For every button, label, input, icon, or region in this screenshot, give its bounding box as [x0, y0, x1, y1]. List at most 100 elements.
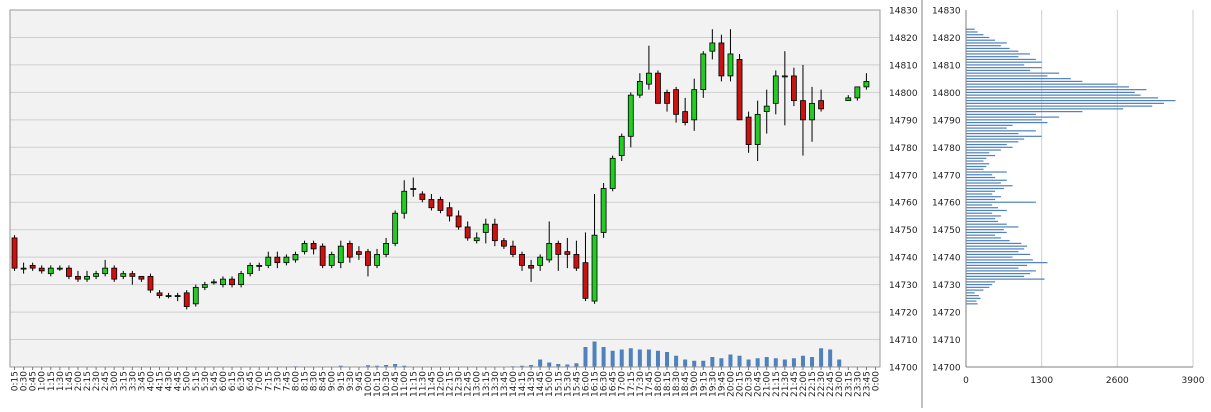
profile-bar — [966, 42, 1007, 44]
profile-bar — [966, 160, 984, 162]
candle-body — [727, 53, 734, 77]
profile-bar — [966, 231, 1007, 234]
price-tick-label: 14830 — [889, 7, 918, 17]
candle — [863, 73, 870, 90]
volume-bar — [755, 358, 760, 367]
candle-body — [11, 237, 18, 269]
time-tick-label: 0:00 — [871, 371, 881, 391]
price-tick-label: 14750 — [889, 226, 918, 236]
profile-bar — [966, 218, 996, 220]
price-tick-label: 14820 — [889, 34, 918, 44]
time-tick-label: 4:15 — [156, 371, 166, 391]
time-tick-label: 17:30 — [636, 371, 646, 397]
volume-bar — [628, 348, 633, 367]
candle — [473, 232, 480, 244]
volume-bar — [402, 365, 407, 367]
volume-bar — [701, 360, 706, 367]
candle — [410, 177, 417, 197]
profile-bar — [966, 143, 1007, 146]
time-tick-label: 17:45 — [645, 371, 655, 397]
candle — [129, 270, 136, 285]
candle-body — [256, 264, 263, 267]
candle-body — [29, 264, 36, 269]
time-tick-label: 9:00 — [328, 371, 338, 391]
candle-body — [401, 190, 408, 214]
profile-bar — [966, 295, 979, 297]
profile-bar — [966, 193, 993, 195]
profile-bar — [966, 157, 987, 159]
candle-body — [419, 193, 426, 200]
candle-body — [646, 72, 652, 85]
time-tick-label: 20:00 — [726, 371, 736, 397]
time-tick-label: 19:15 — [699, 371, 709, 397]
candle — [56, 265, 63, 271]
candle — [66, 265, 72, 280]
profile-price-ticks: 14700 14710 14720 14730 14740 14750 14760 14770… — [932, 7, 961, 374]
volume-bar — [520, 365, 525, 367]
time-tick-label: 15:00 — [545, 371, 555, 397]
profile-bar — [966, 100, 1176, 102]
candle-body — [863, 81, 870, 88]
price-tick-label: 14810 — [889, 61, 918, 71]
candle-body — [47, 267, 54, 275]
candle — [301, 240, 308, 255]
candle — [854, 86, 861, 101]
time-tick-label: 20:15 — [736, 371, 746, 397]
candle — [356, 246, 362, 260]
candle — [337, 240, 344, 269]
profile-gridlines — [1041, 10, 1194, 367]
time-tick-label: 5:00 — [183, 371, 193, 391]
candle — [673, 86, 679, 123]
candle-body — [501, 240, 507, 247]
time-tick-label: 20:30 — [745, 371, 755, 397]
time-tick-label: 1:00 — [38, 371, 48, 391]
candle — [682, 97, 689, 126]
candle-body — [229, 278, 235, 286]
candle-body — [428, 199, 435, 209]
candle — [120, 270, 127, 280]
profile-bar — [966, 149, 1001, 151]
candle-body — [718, 42, 725, 77]
candle — [274, 251, 281, 269]
candle-body — [564, 251, 571, 255]
candle — [75, 270, 81, 282]
time-tick-label: 14:00 — [509, 371, 519, 397]
candle — [564, 237, 571, 269]
profile-price-label: 14780 — [932, 144, 961, 154]
volume-bar — [665, 352, 670, 367]
candle-body — [301, 243, 308, 253]
candle-body — [528, 264, 534, 269]
candle — [446, 202, 453, 222]
profile-bar — [966, 168, 984, 170]
candle-body — [93, 273, 99, 277]
profile-bar — [966, 253, 1031, 256]
price-tick-label: 14790 — [889, 116, 918, 126]
time-tick-label: 5:30 — [201, 371, 211, 391]
candle — [283, 254, 290, 266]
time-tick-label: 12:45 — [464, 371, 474, 397]
candle-body — [220, 278, 226, 286]
candle — [174, 292, 181, 302]
candle — [247, 262, 254, 277]
profile-bar — [966, 127, 1007, 129]
candle — [555, 240, 562, 271]
candle — [791, 67, 797, 107]
candle-body — [754, 113, 761, 145]
time-tick-label: 19:45 — [717, 371, 727, 397]
profile-bar — [966, 190, 996, 192]
candle — [591, 193, 598, 304]
time-tick-label: 19:30 — [708, 371, 718, 397]
profile-bar — [966, 251, 1019, 253]
time-tick-label: 12:15 — [446, 371, 456, 397]
profile-bar — [966, 67, 1042, 69]
candle-body — [600, 188, 607, 233]
time-tick-label: 3:15 — [119, 371, 129, 391]
profile-bar — [966, 86, 1129, 88]
candle — [47, 265, 54, 277]
candle — [646, 45, 652, 90]
candle-body — [446, 207, 453, 217]
candle — [156, 290, 163, 299]
candle — [265, 251, 272, 269]
candle-body — [537, 256, 544, 266]
